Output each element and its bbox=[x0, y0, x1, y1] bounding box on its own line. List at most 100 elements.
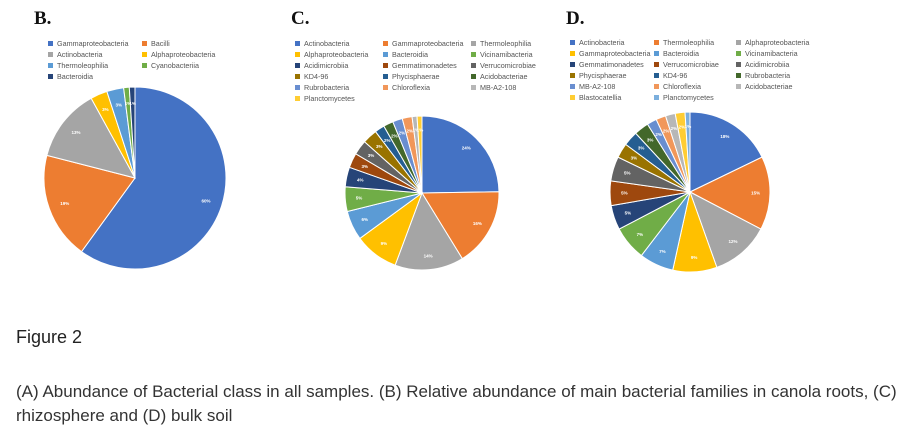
legend-swatch bbox=[654, 62, 659, 67]
data-label: 2% bbox=[679, 124, 686, 129]
legend-item: Phycisphaerae bbox=[570, 71, 652, 80]
pie-slice-thermoleophilia bbox=[688, 156, 771, 230]
pie-slice-bacteroidia bbox=[128, 86, 136, 179]
legend-swatch bbox=[48, 41, 53, 46]
legend-label: Actinobacteria bbox=[304, 39, 350, 48]
legend-label: Rubrobacteria bbox=[304, 83, 350, 92]
data-label: 19% bbox=[60, 201, 69, 206]
legend-item: Gemmatimonadetes bbox=[570, 60, 652, 69]
data-label: 7% bbox=[659, 249, 666, 254]
legend-label: Verrucomicrobiae bbox=[663, 60, 719, 69]
legend-label: Actinobacteria bbox=[57, 50, 103, 59]
data-label: 15% bbox=[751, 191, 760, 196]
legend-label: Thermoleophilia bbox=[663, 38, 715, 47]
legend: Actinobacteria Gammaproteobacteria Thermol… bbox=[295, 39, 551, 103]
legend-label: Thermoleophilia bbox=[480, 39, 532, 48]
pie-slice-gammaproteobacteria bbox=[80, 86, 227, 270]
legend-swatch bbox=[383, 63, 388, 68]
legend-swatch bbox=[471, 41, 476, 46]
legend-swatch bbox=[736, 84, 741, 89]
legend-swatch bbox=[471, 52, 476, 57]
pie-slice-actinobacteria bbox=[46, 97, 136, 179]
pie-slice-actinobacteria bbox=[421, 115, 500, 194]
legend-swatch bbox=[48, 52, 53, 57]
legend-label: MB-A2-108 bbox=[480, 83, 517, 92]
legend-swatch bbox=[654, 73, 659, 78]
legend-item: Alphaproteobacteria bbox=[736, 38, 816, 47]
legend-item: Gemmatimonadetes bbox=[383, 61, 469, 70]
legend-label: Verrucomicrobiae bbox=[480, 61, 536, 70]
data-label: 2% bbox=[663, 128, 670, 133]
legend-label: Rubrobacteria bbox=[745, 71, 791, 80]
legend-item: Bacilli bbox=[142, 39, 232, 48]
legend-item: Acidimicrobiia bbox=[295, 61, 381, 70]
legend-swatch bbox=[736, 62, 741, 67]
data-label: 3% bbox=[368, 153, 375, 158]
legend-item: Blastocatellia bbox=[570, 93, 652, 102]
legend-item: Bacteroidia bbox=[383, 50, 469, 59]
legend-label: Acidobacteriae bbox=[745, 82, 793, 91]
legend-swatch bbox=[295, 74, 300, 79]
legend-item: Gammaproteobacteria bbox=[48, 39, 140, 48]
data-label: 1% bbox=[685, 124, 692, 129]
legend: Actinobacteria Thermoleophilia Alphaproteo… bbox=[570, 38, 816, 102]
legend-label: Gammaproteobacteria bbox=[579, 49, 651, 58]
data-label: 2% bbox=[655, 132, 662, 137]
pie-slice-thermoleophilia bbox=[394, 191, 463, 271]
legend-item: Gammaproteobacteria bbox=[383, 39, 469, 48]
legend-swatch bbox=[295, 63, 300, 68]
legend-swatch bbox=[48, 63, 53, 68]
legend-label: Alphaproteobacteria bbox=[151, 50, 216, 59]
legend-label: Phycisphaerae bbox=[392, 72, 440, 81]
data-label: 13% bbox=[72, 130, 81, 135]
legend-swatch bbox=[570, 40, 575, 45]
legend-swatch bbox=[736, 40, 741, 45]
data-label: 3% bbox=[376, 144, 383, 149]
legend-item: Verrucomicrobiae bbox=[654, 60, 734, 69]
legend-item: Thermoleophilia bbox=[471, 39, 551, 48]
legend-swatch bbox=[142, 41, 147, 46]
data-label: 1% bbox=[129, 101, 136, 106]
legend-label: Acidimicrobiia bbox=[745, 60, 790, 69]
legend-swatch bbox=[142, 63, 147, 68]
legend-swatch bbox=[295, 96, 300, 101]
data-label: 3% bbox=[362, 164, 369, 169]
data-label: 3% bbox=[638, 146, 645, 151]
legend-swatch bbox=[570, 73, 575, 78]
data-label: 6% bbox=[362, 217, 369, 222]
legend: Gammaproteobacteria Bacilli Actinobacteria… bbox=[48, 39, 232, 81]
legend-item: MB-A2-108 bbox=[570, 82, 652, 91]
legend-item: Acidobacteriae bbox=[736, 82, 816, 91]
data-label: 2% bbox=[407, 129, 414, 134]
data-label: 1% bbox=[413, 128, 420, 133]
legend-item: KD4-96 bbox=[295, 72, 381, 81]
legend-swatch bbox=[383, 41, 388, 46]
data-label: 5% bbox=[624, 170, 631, 175]
legend-item: Phycisphaerae bbox=[383, 72, 469, 81]
legend-swatch bbox=[471, 63, 476, 68]
legend-label: Chloroflexia bbox=[663, 82, 701, 91]
legend-swatch bbox=[295, 85, 300, 90]
data-label: 3% bbox=[102, 107, 109, 112]
pie-slice-planctomycetes bbox=[416, 115, 423, 194]
legend-item: MB-A2-108 bbox=[471, 83, 551, 92]
legend-swatch bbox=[471, 85, 476, 90]
legend-item: Actinobacteria bbox=[570, 38, 652, 47]
data-label: 9% bbox=[381, 241, 388, 246]
data-label: 12% bbox=[729, 239, 738, 244]
legend-label: Gammaproteobacteria bbox=[57, 39, 129, 48]
data-label: 1% bbox=[417, 127, 424, 132]
data-label: 5% bbox=[356, 196, 363, 201]
data-label: 2% bbox=[399, 131, 406, 136]
legend-label: Gemmatimonadetes bbox=[392, 61, 457, 70]
legend-label: Gammaproteobacteria bbox=[392, 39, 464, 48]
legend-label: Bacteroidia bbox=[663, 49, 699, 58]
legend-label: Acidobacteriae bbox=[480, 72, 528, 81]
legend-item: Vicinamibacteria bbox=[471, 50, 551, 59]
data-label: 14% bbox=[424, 253, 433, 258]
legend-label: Bacteroidia bbox=[392, 50, 428, 59]
legend-label: Chloroflexia bbox=[392, 83, 430, 92]
data-label: 60% bbox=[201, 199, 210, 204]
